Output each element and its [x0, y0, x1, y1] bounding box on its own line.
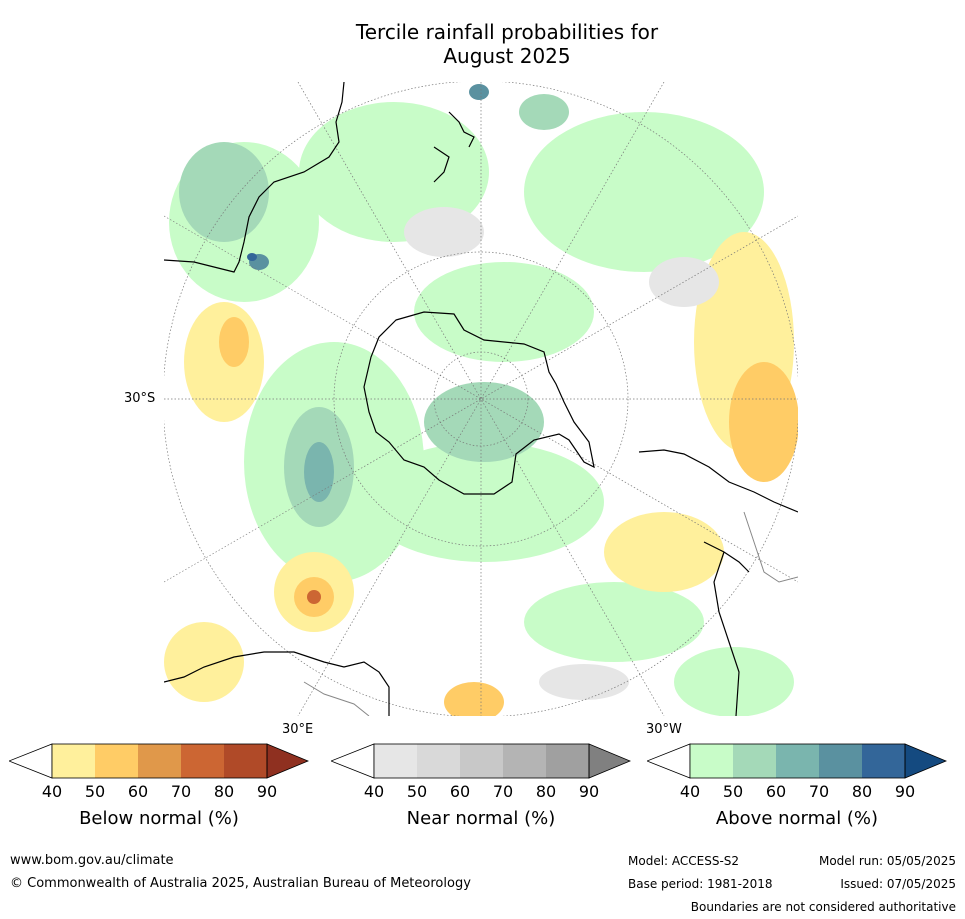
tick-label: 50 — [84, 782, 106, 801]
colorbar-swatch — [417, 744, 460, 778]
colorbar-below — [7, 743, 310, 783]
tick-label: 90 — [578, 782, 600, 801]
tick-label: 70 — [808, 782, 830, 801]
borders — [303, 511, 798, 716]
colorbar-swatch — [588, 743, 632, 779]
disclaimer-text: Boundaries are not considered authoritat… — [690, 900, 956, 914]
colorbar-swatch — [862, 744, 905, 778]
new-zealand-south — [433, 146, 450, 183]
map-svg — [164, 82, 798, 716]
colorbar-above — [645, 743, 948, 783]
colorbar-near-svg — [329, 743, 632, 779]
tick-label: 60 — [765, 782, 787, 801]
colorbar-swatch — [503, 744, 546, 778]
tick-label: 80 — [851, 782, 873, 801]
south-america-coast — [638, 449, 798, 716]
colorbar-swatch — [138, 744, 181, 778]
tick-label: 90 — [894, 782, 916, 801]
copyright-text: © Commonwealth of Australia 2025, Austra… — [10, 876, 471, 891]
tick-label: 70 — [170, 782, 192, 801]
lon-label-30w: 30°W — [646, 722, 682, 737]
lon-label-30e: 30°E — [282, 722, 314, 737]
tick-label: 50 — [722, 782, 744, 801]
colorbar-swatch — [224, 744, 267, 778]
tick-label: 40 — [363, 782, 385, 801]
colorbar-swatch — [819, 744, 862, 778]
colorbar-swatch — [95, 744, 138, 778]
title-line-1: Tercile rainfall probabilities for — [355, 20, 659, 44]
website-link[interactable]: www.bom.gov.au/climate — [10, 853, 174, 868]
chart-title: Tercile rainfall probabilities for Augus… — [0, 20, 965, 68]
tick-label: 80 — [213, 782, 235, 801]
colorbar-swatch — [904, 743, 948, 779]
new-zealand-north — [448, 111, 475, 148]
graticule — [164, 82, 798, 716]
issued-text: Issued: 07/05/2025 — [840, 877, 956, 891]
colorbar-swatch — [374, 744, 417, 778]
colorbar-swatch — [776, 744, 819, 778]
colorbar-swatch — [733, 744, 776, 778]
tick-label: 40 — [41, 782, 63, 801]
tick-label: 50 — [406, 782, 428, 801]
africa-tip — [164, 82, 345, 273]
polar-map — [164, 82, 798, 716]
lat-label-30s: 30°S — [124, 391, 156, 406]
model-run-text: Model run: 05/05/2025 — [818, 854, 956, 868]
colorbar-near-title: Near normal (%) — [406, 808, 556, 829]
colorbar-near — [329, 743, 632, 783]
colorbar-swatch — [546, 744, 589, 778]
colorbar-above-svg — [645, 743, 948, 779]
australia-south-coast — [164, 651, 390, 716]
tick-label: 80 — [535, 782, 557, 801]
colorbar-swatch — [181, 744, 224, 778]
colorbar-below-svg — [7, 743, 310, 779]
colorbar-swatch — [52, 744, 95, 778]
model-text: Model: ACCESS-S2 — [628, 854, 740, 868]
colorbar-below-title: Below normal (%) — [79, 808, 239, 829]
tick-label: 40 — [679, 782, 701, 801]
title-line-2: August 2025 — [443, 44, 571, 68]
coastlines — [164, 82, 798, 716]
colorbar-above-title: Above normal (%) — [715, 808, 879, 829]
colorbar-swatch — [690, 744, 733, 778]
colorbar-swatch — [460, 744, 503, 778]
tick-label: 70 — [492, 782, 514, 801]
tick-label: 60 — [127, 782, 149, 801]
colorbar-swatch — [266, 743, 310, 779]
tick-label: 90 — [256, 782, 278, 801]
base-period-text: Base period: 1981-2018 — [628, 877, 773, 891]
tick-label: 60 — [449, 782, 471, 801]
antarctica-coast — [363, 311, 595, 495]
